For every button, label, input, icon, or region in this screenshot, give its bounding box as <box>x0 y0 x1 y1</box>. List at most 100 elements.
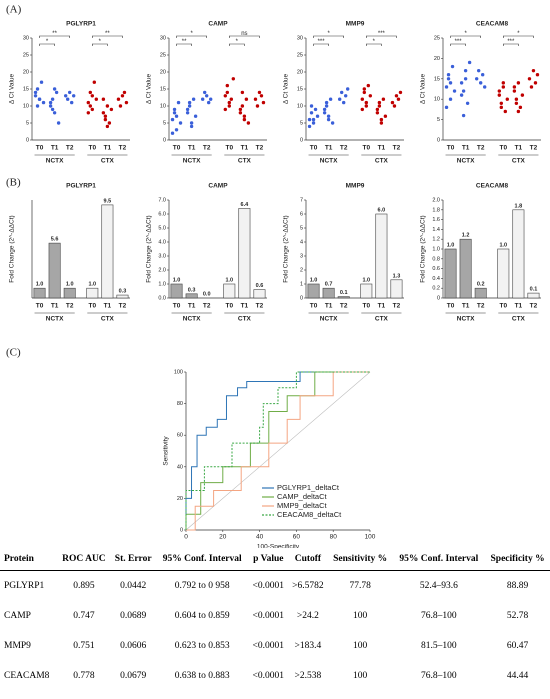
data-point <box>444 85 449 89</box>
data-point <box>223 107 228 112</box>
table-row: MMP9 0.751 0.0606 0.623 to 0.853 <0.0001 >183… <box>0 631 550 661</box>
x-tick-label: T0 <box>173 145 181 152</box>
value-label: 0.2 <box>477 282 485 288</box>
x-tick-label: T0 <box>89 303 97 310</box>
bar <box>116 294 129 299</box>
data-point <box>206 100 211 105</box>
data-point <box>88 104 93 108</box>
group-label: CTX <box>375 158 389 165</box>
y-tick-label: 2.0 <box>158 267 166 273</box>
data-point <box>170 131 175 135</box>
data-point <box>189 121 194 125</box>
y-tick-label: 80 <box>177 401 183 407</box>
data-point <box>90 107 95 112</box>
data-point <box>94 97 99 101</box>
data-point <box>379 117 384 122</box>
data-point <box>516 109 521 114</box>
data-point <box>501 81 506 85</box>
significance-bracket <box>39 43 55 46</box>
significance-bracket <box>313 43 329 46</box>
table-cell: 0.638 to 0.883 <box>174 671 230 681</box>
data-point <box>482 85 487 89</box>
y-tick-label: 10 <box>434 97 440 103</box>
legend-label: CEACAM8_deltaCt <box>277 510 342 519</box>
significance-bracket <box>450 35 481 38</box>
value-label: 0.1 <box>340 290 348 296</box>
x-tick-label: 0 <box>184 534 188 541</box>
data-point <box>324 100 329 105</box>
data-point <box>377 100 382 105</box>
data-point <box>170 117 175 122</box>
group-label: NCTX <box>183 316 201 323</box>
data-point <box>54 90 59 95</box>
data-point <box>465 101 470 105</box>
data-point <box>529 85 534 89</box>
y-tick-label: 1.0 <box>432 246 440 252</box>
data-point <box>259 94 264 98</box>
chart-title: PGLYRP1 <box>66 183 96 190</box>
x-tick-label: T0 <box>447 303 455 310</box>
chart-title: CAMP <box>208 183 228 190</box>
x-tick-label: T2 <box>119 303 127 310</box>
data-point <box>463 68 468 73</box>
value-label: 1.0 <box>447 242 455 248</box>
y-tick-label: 0 <box>437 137 440 143</box>
x-tick-label: T1 <box>378 303 386 310</box>
table-cell: 60.47 <box>506 641 529 651</box>
data-point <box>56 121 61 125</box>
x-tick-label: T0 <box>36 303 44 310</box>
table-cell: MMP9 <box>4 641 31 651</box>
data-point <box>120 94 125 98</box>
data-point <box>394 94 399 98</box>
bar <box>170 283 183 299</box>
data-point <box>105 124 110 129</box>
roc-curve <box>185 371 370 530</box>
data-point <box>116 97 121 101</box>
y-axis-label: Fold Change (2^-ΔΔCt) <box>420 215 427 282</box>
x-tick-label: T0 <box>226 145 234 152</box>
significance-bracket <box>503 35 534 38</box>
data-point <box>337 97 342 101</box>
x-tick-label: T0 <box>363 145 371 152</box>
data-point <box>261 100 266 105</box>
table-cell: 76.8–100 <box>421 611 457 621</box>
data-point <box>345 87 350 91</box>
y-tick-label: 15 <box>434 76 440 82</box>
legend-label: MMP9_deltaCt <box>277 501 328 510</box>
significance-label: ** <box>182 39 187 45</box>
data-point <box>37 97 42 101</box>
table-cell: 52.4–93.6 <box>419 581 458 591</box>
x-tick-label: T0 <box>226 303 234 310</box>
significance-label: *** <box>507 39 515 45</box>
group-label: CTX <box>101 316 115 323</box>
data-point <box>69 100 74 105</box>
x-tick-label: T2 <box>530 303 538 310</box>
y-tick-label: 60 <box>177 433 183 439</box>
y-axis-label: Δ Ct Value <box>283 74 290 105</box>
data-point <box>531 68 536 73</box>
y-tick-label: 30 <box>297 35 303 41</box>
data-point <box>326 114 331 118</box>
x-tick-label: T2 <box>66 145 74 152</box>
x-tick-label: T2 <box>393 145 401 152</box>
bar <box>33 287 46 299</box>
data-point <box>467 60 472 65</box>
value-label: 1.2 <box>462 233 470 239</box>
table-cell: 77.78 <box>349 581 371 591</box>
x-tick-label: T2 <box>340 145 348 152</box>
data-point <box>48 104 53 108</box>
data-point <box>52 111 57 115</box>
data-point <box>379 121 384 125</box>
significance-label: * <box>517 31 520 37</box>
y-tick-label: 10 <box>297 103 303 109</box>
data-point <box>313 107 318 112</box>
data-point <box>364 104 369 108</box>
table-cell: CAMP <box>4 611 31 621</box>
data-point <box>339 90 344 95</box>
data-point <box>48 100 53 105</box>
data-point <box>474 77 479 81</box>
value-label: 1.0 <box>362 277 370 283</box>
table-row: PGLYRP1 0.895 0.0442 0.792 to 0 958 <0.0001 >… <box>0 571 550 602</box>
header-cell: ROC AUC <box>57 552 111 571</box>
data-point <box>535 73 540 77</box>
